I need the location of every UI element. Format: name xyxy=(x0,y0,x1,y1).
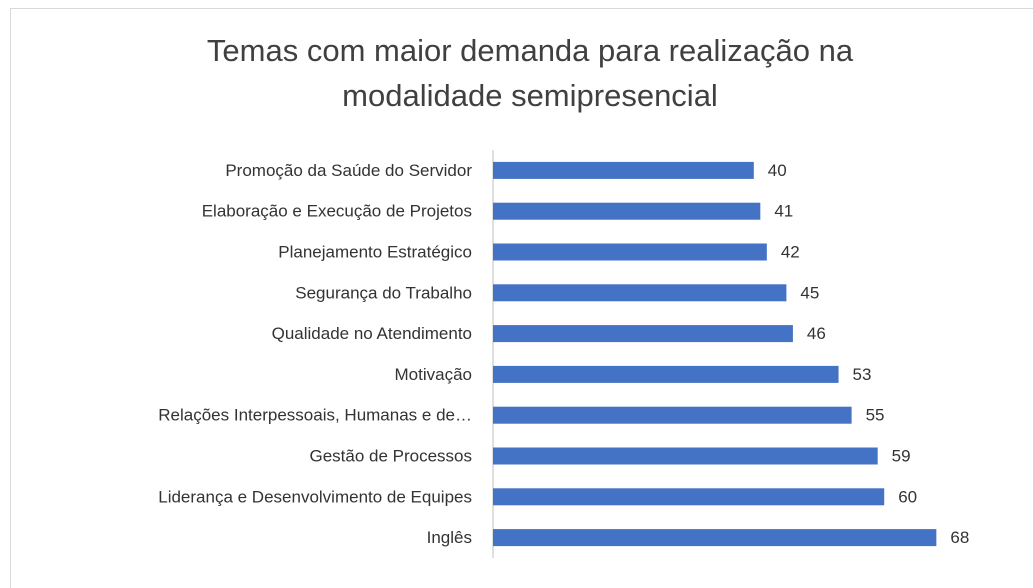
data-label: 68 xyxy=(950,528,969,547)
data-label: 59 xyxy=(892,446,911,465)
y-tick-label: Relações Interpessoais, Humanas e de… xyxy=(158,406,472,425)
bar xyxy=(493,447,878,465)
y-tick-label: Liderança e Desenvolvimento de Equipes xyxy=(158,487,472,506)
data-label: 40 xyxy=(768,161,787,180)
y-tick-label: Qualidade no Atendimento xyxy=(272,324,472,343)
data-label: 60 xyxy=(898,487,917,506)
y-tick-label: Elaboração e Execução de Projetos xyxy=(202,202,472,221)
y-tick-label: Planejamento Estratégico xyxy=(278,242,472,261)
y-tick-label: Inglês xyxy=(427,528,472,547)
chart-title: Temas com maior demanda para realização … xyxy=(206,33,854,113)
data-label: 41 xyxy=(774,202,793,221)
bar xyxy=(493,365,839,383)
y-tick-label: Gestão de Processos xyxy=(309,446,472,465)
frame xyxy=(10,8,1033,588)
data-label: 46 xyxy=(807,324,826,343)
data-label: 42 xyxy=(781,242,800,261)
bar xyxy=(493,529,937,547)
bar xyxy=(493,284,787,302)
bar xyxy=(493,406,852,424)
bar xyxy=(493,488,885,506)
bar xyxy=(493,202,761,220)
bar xyxy=(493,325,793,343)
y-tick-label: Segurança do Trabalho xyxy=(295,283,472,302)
data-label: 55 xyxy=(866,406,885,425)
bar xyxy=(493,243,767,261)
bar xyxy=(493,161,754,179)
data-label: 45 xyxy=(800,283,819,302)
data-label: 53 xyxy=(853,365,872,384)
y-tick-label: Promoção da Saúde do Servidor xyxy=(225,161,472,180)
y-tick-label: Motivação xyxy=(395,365,472,384)
